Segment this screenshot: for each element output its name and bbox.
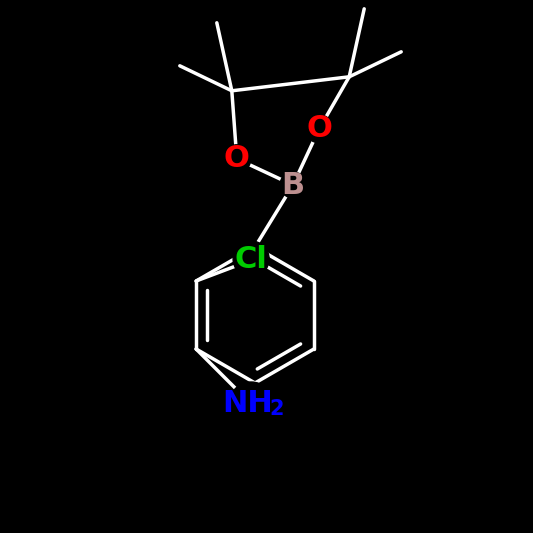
Text: NH: NH (223, 390, 273, 418)
Text: Cl: Cl (235, 245, 268, 273)
Circle shape (233, 241, 269, 277)
Circle shape (305, 115, 333, 143)
Text: B: B (281, 171, 304, 199)
Circle shape (223, 145, 251, 173)
Text: O: O (224, 144, 250, 173)
Text: O: O (306, 114, 332, 143)
Circle shape (229, 382, 273, 426)
Text: 2: 2 (269, 399, 284, 419)
Circle shape (280, 172, 306, 198)
